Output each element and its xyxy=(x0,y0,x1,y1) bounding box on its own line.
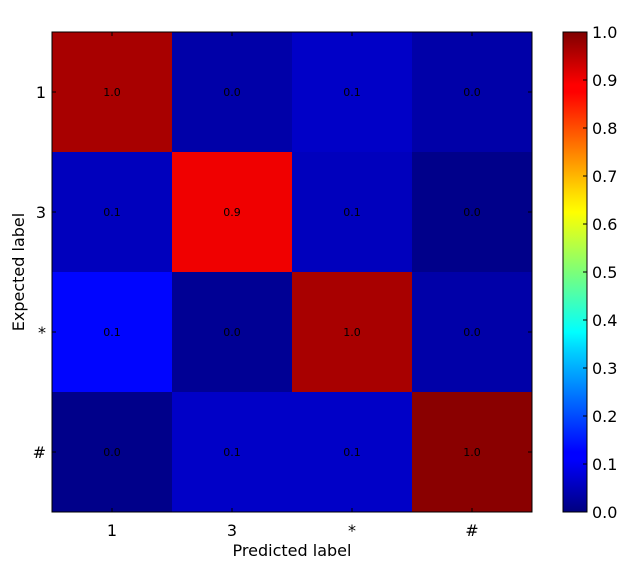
x-axis-tick-labels: 1 3 * # xyxy=(107,521,479,540)
heatmap-cell xyxy=(172,272,292,392)
cell-value-label: 0.0 xyxy=(463,206,481,219)
heatmap-cell xyxy=(52,272,172,392)
cell-value-labels: 1.0 0.0 0.1 0.0 0.1 0.9 0.1 0.0 0.1 0.0 1.0 0.0 0.0 0… xyxy=(103,86,481,459)
cell-value-label: 0.0 xyxy=(463,326,481,339)
colorbar-ticks: 0.0 0.1 0.2 0.3 0.4 0.5 0.6 0.7 0.8 0.9 1.0 xyxy=(583,23,617,522)
axis-ticks xyxy=(52,32,532,512)
cell-value-label: 0.9 xyxy=(223,206,241,219)
y-axis-label: Expected label xyxy=(9,213,28,331)
heatmap-cell xyxy=(412,272,532,392)
colorbar-tick-label: 1.0 xyxy=(592,23,617,42)
heatmap-cell xyxy=(412,32,532,152)
heatmap-cell xyxy=(172,392,292,512)
cell-value-label: 1.0 xyxy=(103,86,121,99)
heatmap-cell xyxy=(292,392,412,512)
cell-value-label: 0.1 xyxy=(223,446,241,459)
heatmap-cell xyxy=(412,392,532,512)
y-tick-label: * xyxy=(38,323,46,342)
heatmap-cell xyxy=(52,392,172,512)
colorbar-tick-label: 0.1 xyxy=(592,455,617,474)
cell-value-label: 1.0 xyxy=(343,326,361,339)
colorbar-tick-label: 0.8 xyxy=(592,119,617,138)
cell-value-label: 0.0 xyxy=(223,86,241,99)
colorbar-tick-label: 0.2 xyxy=(592,407,617,426)
cell-value-label: 0.1 xyxy=(343,86,361,99)
heatmap-cell xyxy=(52,32,172,152)
y-tick-label: 3 xyxy=(36,203,46,222)
heatmap-cell xyxy=(172,32,292,152)
heatmap-cell xyxy=(52,152,172,272)
cell-value-label: 0.0 xyxy=(103,446,121,459)
y-tick-label: # xyxy=(33,443,46,462)
plot-frame xyxy=(51,31,533,513)
heatmap-cell xyxy=(292,272,412,392)
x-tick-label: # xyxy=(465,521,478,540)
y-tick-label: 1 xyxy=(36,83,46,102)
colorbar-tick-label: 0.5 xyxy=(592,263,617,282)
heatmap-cell xyxy=(172,152,292,272)
cell-value-label: 0.0 xyxy=(223,326,241,339)
cell-value-label: 0.0 xyxy=(463,86,481,99)
colorbar-tick-label: 0.4 xyxy=(592,311,617,330)
colorbar-tick-label: 0.0 xyxy=(592,503,617,522)
x-tick-label: 3 xyxy=(227,521,237,540)
colorbar-tick-label: 0.6 xyxy=(592,215,617,234)
cell-value-label: 0.1 xyxy=(343,446,361,459)
cell-value-label: 0.1 xyxy=(343,206,361,219)
x-tick-label: * xyxy=(348,521,356,540)
colorbar-tick-label: 0.3 xyxy=(592,359,617,378)
heatmap-cell xyxy=(292,32,412,152)
cell-value-label: 0.1 xyxy=(103,206,121,219)
colorbar-tick-label: 0.9 xyxy=(592,71,617,90)
heatmap-cell xyxy=(412,152,532,272)
cell-value-label: 1.0 xyxy=(463,446,481,459)
y-axis-tick-labels: 1 3 * # xyxy=(33,83,46,462)
cell-value-label: 0.1 xyxy=(103,326,121,339)
x-tick-label: 1 xyxy=(107,521,117,540)
colorbar-tick-label: 0.7 xyxy=(592,167,617,186)
heatmap-cells xyxy=(52,32,532,512)
heatmap-cell xyxy=(292,152,412,272)
x-axis-label: Predicted label xyxy=(233,541,352,560)
